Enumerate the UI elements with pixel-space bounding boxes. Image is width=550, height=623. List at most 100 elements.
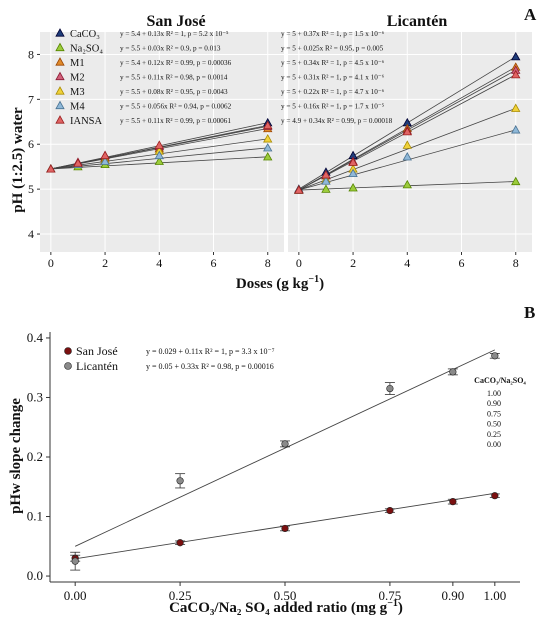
licanten-equation: y = 5 + 0.16x R² = 1, p = 1.7 x 10⁻⁵ xyxy=(281,103,385,111)
legend-marker xyxy=(55,115,65,124)
licanten-x-tick-label: 6 xyxy=(459,256,465,270)
licanten-title: Licantén xyxy=(387,13,448,30)
licanten-point xyxy=(321,169,331,179)
licanten-x-tick-label: 4 xyxy=(404,256,410,270)
san-jose-x-tick-label: 8 xyxy=(265,256,271,270)
licanten-point xyxy=(511,103,521,112)
data-point xyxy=(176,539,184,547)
licanten-point xyxy=(348,157,358,166)
x-tick-label: 0.50 xyxy=(274,588,297,603)
side-legend-value: 0.90 xyxy=(487,399,501,408)
x-tick-label: 0.25 xyxy=(169,588,192,603)
legend-marker xyxy=(55,28,65,37)
san-jose-y-tick-label: 6 xyxy=(28,137,34,151)
san-jose-point xyxy=(100,156,110,165)
san-jose-x-tick-label: 4 xyxy=(156,256,162,270)
licanten-equation: y = 5 + 0.37x R² = 1, p = 1.5 x 10⁻⁶ xyxy=(281,30,385,38)
data-point xyxy=(176,477,184,485)
licanten-fit-line xyxy=(298,107,516,191)
panel-a-label: A xyxy=(524,5,537,24)
panel-b: B pHw slope change CaCO₃/Na₂ SO₄ added r… xyxy=(8,303,535,616)
san-jose-point xyxy=(154,156,164,165)
licanten-equation: y = 5 + 0.31x R² = 1, p = 4.1 x 10⁻⁶ xyxy=(281,74,385,82)
panel-b-xlabel: CaCO₃/Na₂ SO₄ added ratio (mg g−1) xyxy=(169,598,403,616)
licanten-point xyxy=(511,51,521,61)
san-jose-point xyxy=(154,150,164,160)
licanten-point xyxy=(511,69,521,79)
licanten-point xyxy=(511,125,521,134)
licanten-point xyxy=(402,140,412,149)
legend-label: M4 xyxy=(70,102,85,113)
legend-label: CaCO₃ xyxy=(70,29,100,40)
data-point xyxy=(449,498,457,506)
slope-change-plot: 0.00.10.20.30.40.00 0.25 0.50 0.75 0.90 1.00 xyxy=(27,330,520,603)
y-tick-label: 0.1 xyxy=(27,509,43,524)
legend-marker xyxy=(55,57,65,66)
san-jose-point xyxy=(263,134,273,143)
san-jose-point xyxy=(263,120,273,129)
licanten-point xyxy=(294,185,304,194)
san-jose-equation: y = 5.5 + 0.03x R² = 0.9, p = 0.013 xyxy=(120,45,221,53)
side-legend-value: 1.00 xyxy=(487,389,501,398)
licanten-equation: y = 4.9 + 0.34x R² = 0.99, p = 0.00018 xyxy=(281,117,393,125)
san-jose-point xyxy=(100,150,110,160)
data-point xyxy=(281,440,289,448)
panel-b-legend: San José y = 0.029 + 0.11x R² = 1, p = 3.… xyxy=(64,344,275,373)
x-tick-label: 1.00 xyxy=(483,588,506,603)
licanten-plot: 0 2 4 6 8 xyxy=(288,32,532,270)
y-tick-label: 0.0 xyxy=(27,568,43,583)
side-legend-value: 0.50 xyxy=(487,420,501,429)
legend-label: M1 xyxy=(70,58,85,69)
side-legend-value: 0.25 xyxy=(487,430,501,439)
legend-label: San José xyxy=(76,344,118,358)
legend-marker xyxy=(55,71,65,81)
licanten-x-tick-label: 0 xyxy=(296,256,302,270)
x-tick-label: 0.90 xyxy=(441,588,464,603)
legend-label: M2 xyxy=(70,73,85,84)
san-jose-x-tick-label: 2 xyxy=(102,256,108,270)
licanten-point xyxy=(402,151,412,161)
legend-marker xyxy=(64,347,72,355)
san-jose-x-tick-label: 6 xyxy=(211,256,217,270)
regression-equation: y = 0.029 + 0.11x R² = 1, p = 3.3 x 10⁻⁷ xyxy=(146,347,275,356)
san-jose-point xyxy=(154,140,164,149)
legend-label: Na₂SO₄ xyxy=(70,44,103,55)
panel-b-label: B xyxy=(524,303,535,322)
y-tick-label: 0.4 xyxy=(27,330,44,345)
san-jose-equation: y = 5.4 + 0.13x R² = 1, p = 5.2 x 10⁻⁵ xyxy=(120,30,229,38)
san-jose-y-tick-label: 4 xyxy=(28,227,34,241)
x-tick-label: 0.00 xyxy=(64,588,87,603)
san-jose-equation: y = 5.5 + 0.11x R² = 0.98, p = 0.0014 xyxy=(120,74,228,82)
data-point xyxy=(386,384,394,393)
licanten-x-tick-label: 8 xyxy=(513,256,519,270)
panel-a-ylabel: pH (1:2.5) water xyxy=(10,107,26,213)
legend-label: Licantén xyxy=(76,359,118,373)
licanten-point xyxy=(321,184,331,193)
licanten-point xyxy=(402,126,412,136)
side-legend-title: CaCO₃/Na₂SO₄ xyxy=(474,376,526,385)
san-jose-title: San José xyxy=(146,13,205,30)
data-point xyxy=(449,368,457,376)
licanten-point xyxy=(348,182,358,192)
panel-a-legend: CaCO₃ y = 5.4 + 0.13x R² = 1, p = 5.2 x 1… xyxy=(55,28,393,127)
panel-a-xlabel: Doses (g kg−1) xyxy=(236,274,324,292)
licanten-point xyxy=(511,176,521,186)
panel-b-ylabel: pHw slope change xyxy=(8,398,24,514)
legend-marker xyxy=(55,86,65,95)
licanten-equation: y = 5 + 0.22x R² = 1, p = 4.7 x 10⁻⁶ xyxy=(281,88,385,96)
data-point xyxy=(281,524,289,533)
san-jose-y-tick-label: 5 xyxy=(28,182,34,196)
side-legend-value: 0.00 xyxy=(487,440,501,449)
regression-equation: y = 0.05 + 0.33x R² = 0.98, p = 0.00016 xyxy=(146,362,274,371)
san-jose-equation: y = 5.5 + 0.08x R² = 0.95, p = 0.0043 xyxy=(120,88,228,96)
panel-a: A San José Licantén pH (1:2.5) water Dos… xyxy=(10,5,537,292)
san-jose-equation: y = 5.5 + 0.11x R² = 0.99, p = 0.00061 xyxy=(120,117,231,125)
licanten-point xyxy=(348,168,358,178)
data-point xyxy=(71,557,79,565)
licanten-equation: y = 5 + 0.34x R² = 1, p = 4.5 x 10⁻⁶ xyxy=(281,59,385,67)
data-point xyxy=(386,506,394,515)
san-jose-equation: y = 5.4 + 0.12x R² = 0.99, p = 0.00036 xyxy=(120,59,232,67)
y-tick-label: 0.2 xyxy=(27,449,43,464)
san-jose-point xyxy=(263,151,273,161)
san-jose-y-tick-label: 7 xyxy=(28,92,34,106)
